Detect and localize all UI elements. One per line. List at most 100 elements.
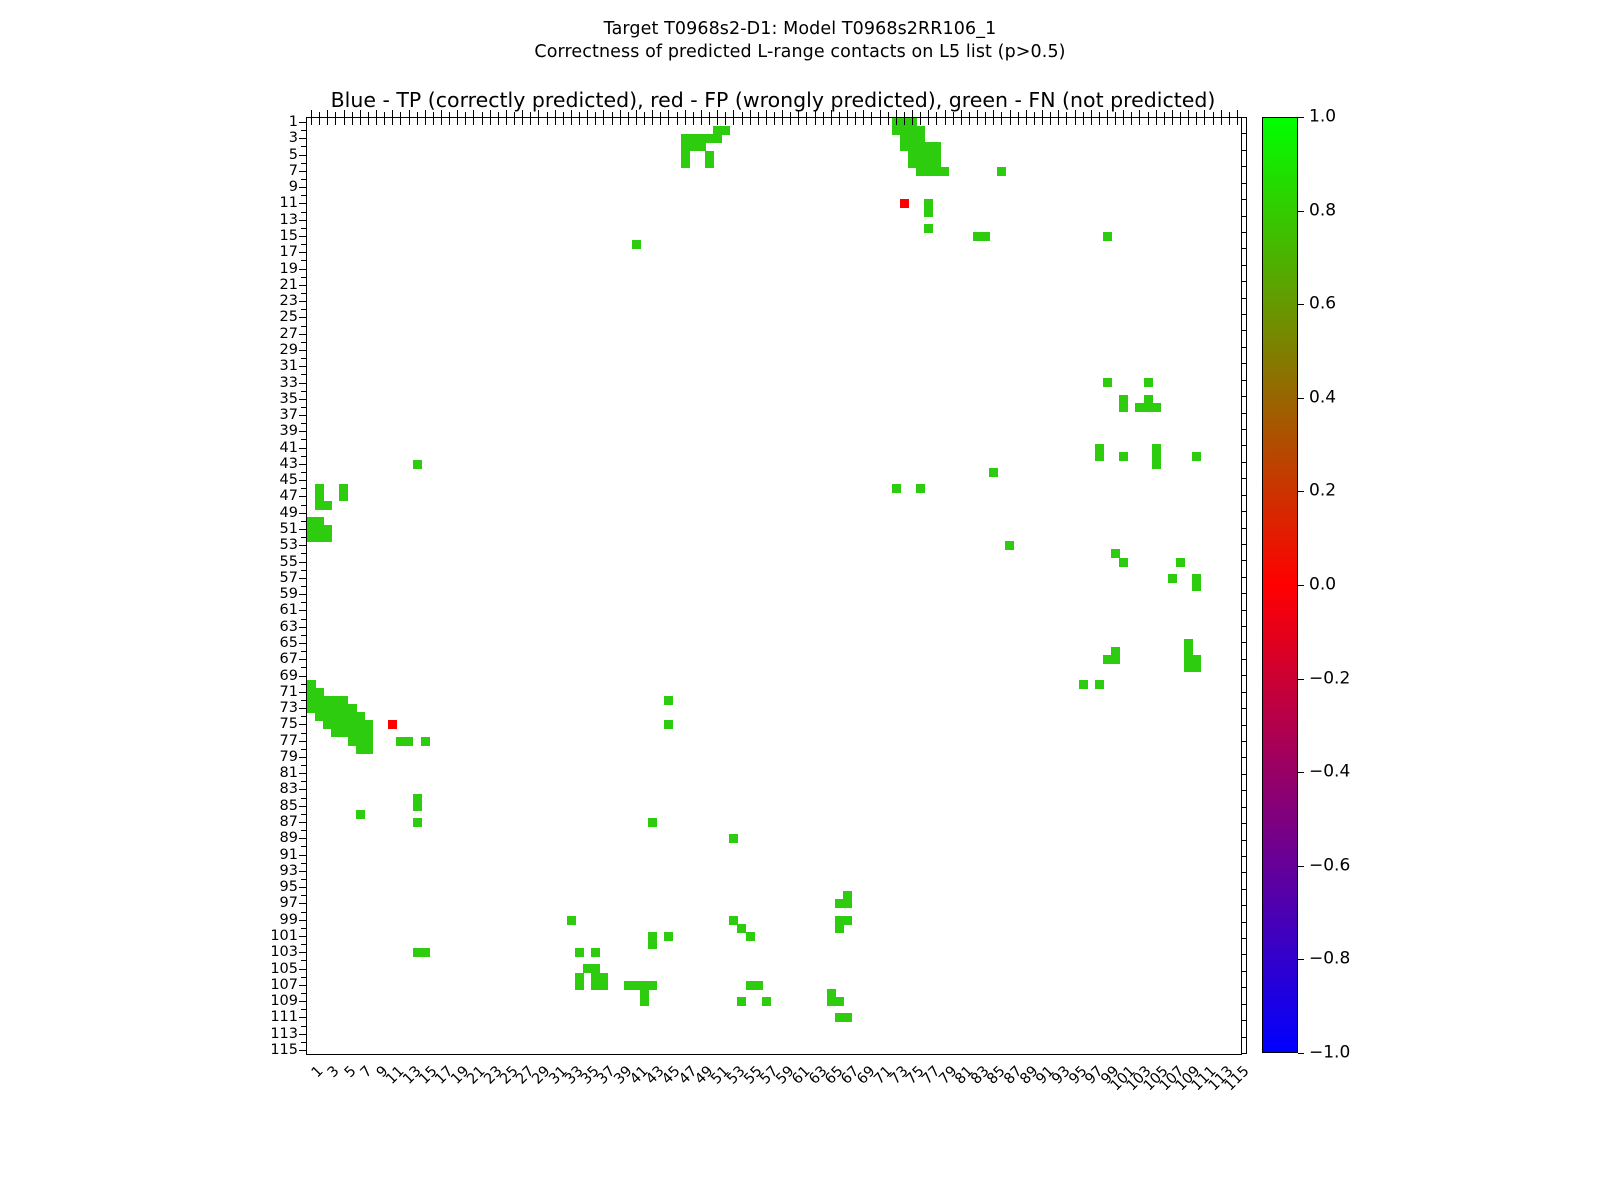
contact-cell-fn (315, 533, 325, 543)
y-tick-46 (301, 488, 307, 490)
colorbar-minor-tick-42 (1242, 806, 1247, 808)
contact-cell-fn (1094, 451, 1104, 461)
contact-map-plot[interactable]: 1 1 3 3 5 5 7 7 9 9 11 11 13 13 15 15 17 17 19 19 21 21 23 23 25… (270, 110, 1253, 1094)
contact-cell-fn (323, 500, 333, 510)
y-tick-label-71: 71 (279, 683, 298, 700)
contact-cell-fn (761, 997, 771, 1007)
contact-cell-fn (623, 980, 633, 990)
y-tick-72 (301, 699, 307, 701)
colorbar-tick-10 (1298, 1053, 1304, 1054)
colorbar-tick-9 (1298, 959, 1304, 961)
contact-cell-fn (916, 158, 926, 168)
contact-cell-fn (363, 720, 373, 730)
x-tick-62 (806, 112, 808, 118)
y-tick-1 (299, 122, 307, 124)
x-tick-89 (1025, 110, 1027, 118)
contact-cell-fn (1111, 655, 1121, 665)
colorbar-tick-5 (1298, 585, 1304, 586)
x-tick-74 (903, 112, 905, 118)
x-tick-top-20 (465, 118, 467, 125)
x-tick-110 (1196, 112, 1198, 118)
y-tick-7 (299, 170, 307, 172)
colorbar-minor-tick-56 (1242, 1036, 1247, 1038)
y-tick-label-35: 35 (279, 390, 298, 407)
y-tick-label-29: 29 (279, 341, 298, 358)
y-tick-78 (301, 748, 307, 750)
x-tick-top-29 (538, 118, 540, 125)
y-tick-label-7: 7 (288, 162, 298, 179)
y-tick-label-57: 57 (279, 569, 298, 586)
x-tick-111 (1204, 110, 1206, 118)
contact-cell-fn (688, 134, 698, 144)
contact-cell-fn (307, 524, 316, 534)
x-tick-10 (384, 112, 386, 118)
x-tick-24 (497, 112, 499, 118)
y-tick-label-33: 33 (279, 374, 298, 391)
y-tick-90 (301, 846, 307, 848)
y-tick-16 (301, 244, 307, 246)
x-tick-top-43 (652, 118, 654, 125)
colorbar-minor-tick-4 (1242, 182, 1247, 184)
contact-cell-fn (347, 728, 357, 738)
contact-cell-fn (916, 166, 926, 176)
contact-cell-fn (1184, 655, 1194, 665)
contact-cell-fn (932, 142, 942, 152)
colorbar-minor-tick-13 (1242, 330, 1247, 332)
x-tick-top-92 (1050, 118, 1052, 125)
contact-cell-fn (1102, 655, 1112, 665)
x-tick-73 (895, 110, 897, 118)
y-tick-label-27: 27 (279, 325, 298, 342)
y-tick-115 (299, 1049, 307, 1051)
x-tick-9 (376, 110, 378, 118)
x-tick-95 (1074, 110, 1076, 118)
y-tick-41 (299, 447, 307, 449)
contact-cell-fn (404, 736, 414, 746)
contact-cell-fn (737, 997, 747, 1007)
figure-suptitle-line-1: Target T0968s2-D1: Model T0968s2RR106_1 (603, 19, 997, 39)
y-tick-93 (299, 870, 307, 872)
contact-cell-fn (331, 728, 341, 738)
contact-cell-fn (688, 142, 698, 152)
contact-cell-fn (843, 915, 853, 925)
y-tick-5 (299, 154, 307, 156)
contact-cell-fn (989, 467, 999, 477)
x-tick-48 (692, 112, 694, 118)
y-tick-36 (301, 406, 307, 408)
y-tick-4 (301, 146, 307, 148)
contact-cell-fn (1192, 581, 1202, 591)
contact-cell-fn (1102, 231, 1112, 241)
contact-cell-fn (924, 158, 934, 168)
colorbar-tick-label-6: −0.2 (1309, 668, 1351, 689)
contact-cell-fn (315, 516, 325, 526)
x-tick-top-68 (855, 118, 857, 125)
x-tick-top-16 (432, 118, 434, 125)
x-tick-28 (530, 112, 532, 118)
x-tick-93 (1058, 110, 1060, 118)
x-tick-91 (1042, 110, 1044, 118)
contact-cell-fn (363, 728, 373, 738)
x-tick-top-89 (1025, 118, 1027, 125)
contact-cell-fn (355, 712, 365, 722)
colorbar-minor-tick-20 (1242, 445, 1247, 447)
colorbar-minor-tick-50 (1242, 938, 1247, 940)
x-tick-75 (912, 110, 914, 118)
colorbar-minor-tick-55 (1242, 1020, 1247, 1022)
contact-cell-fn (834, 923, 844, 933)
colorbar[interactable]: 1.0 0.8 0.6 0.4 0.2 0.0 −0.2 −0.4 −0.6 −0.8 −1.0 (1242, 108, 1350, 1061)
x-tick-17 (441, 110, 442, 118)
colorbar-minor-tick-8 (1242, 248, 1247, 250)
colorbar-minor-tick-6 (1242, 215, 1247, 217)
colorbar-tick-label-10: −1.0 (1309, 1042, 1351, 1063)
x-tick-19 (457, 110, 459, 118)
contact-cell-fn (1119, 394, 1129, 404)
x-tick-58 (774, 112, 775, 118)
x-tick-92 (1050, 112, 1052, 118)
x-tick-57 (765, 110, 767, 118)
y-tick-25 (299, 317, 307, 319)
y-tick-113 (299, 1033, 307, 1035)
x-tick-27 (522, 110, 524, 118)
x-tick-top-46 (676, 118, 678, 125)
y-tick-80 (301, 765, 307, 767)
x-tick-top-91 (1042, 118, 1044, 125)
x-tick-top-28 (530, 118, 532, 125)
